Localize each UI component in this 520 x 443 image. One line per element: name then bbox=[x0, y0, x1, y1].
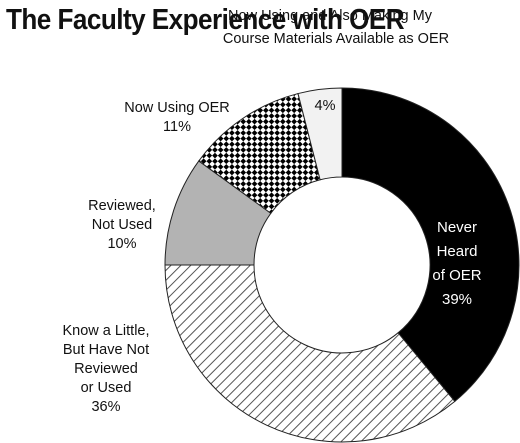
donut-slices bbox=[164, 87, 520, 443]
chart-title: The Faculty Experience with OER bbox=[6, 4, 405, 36]
slice-label-line: Course Materials Available as OER bbox=[223, 31, 449, 47]
slice-label-line: Reviewed bbox=[74, 361, 138, 377]
slice-labels: Never Heard of OER 39% Know a Little, But Hav… bbox=[62, 8, 481, 415]
slice-value-label: 39% bbox=[442, 291, 472, 308]
slice-label-line: Know a Little, bbox=[62, 323, 149, 339]
slice-label-line: or Used bbox=[81, 380, 132, 396]
slice-label-3: Reviewed, Not Used 10% bbox=[88, 198, 156, 252]
slice-label-line: Now Using and Also Making My bbox=[228, 8, 433, 24]
donut-slice-1 bbox=[341, 87, 520, 403]
slice-value-label: 10% bbox=[107, 236, 136, 252]
slice-label-line: Not Used bbox=[92, 217, 152, 233]
slice-value-label: 11% bbox=[163, 119, 191, 135]
donut-slice-5 bbox=[297, 87, 343, 181]
slice-label-line: Now Using OER bbox=[124, 100, 230, 116]
slice-label-line: But Have Not bbox=[63, 342, 149, 358]
slice-value-label: 4% bbox=[315, 98, 336, 114]
slice-label-2: Know a Little, But Have Not Reviewed or Use… bbox=[62, 323, 149, 415]
slice-label-line: Never bbox=[437, 219, 477, 236]
slice-label-5: Now Using and Also Making My Course Mater… bbox=[223, 8, 449, 114]
slice-label-line: Heard bbox=[437, 243, 478, 260]
slice-label-1: Never Heard of OER 39% bbox=[432, 219, 481, 308]
slice-label-line: Reviewed, bbox=[88, 198, 156, 214]
donut-slice-2 bbox=[164, 264, 456, 443]
slice-label-4: Now Using OER 11% bbox=[124, 100, 230, 135]
slice-label-line: of OER bbox=[432, 267, 481, 284]
slice-value-label: 36% bbox=[91, 399, 120, 415]
